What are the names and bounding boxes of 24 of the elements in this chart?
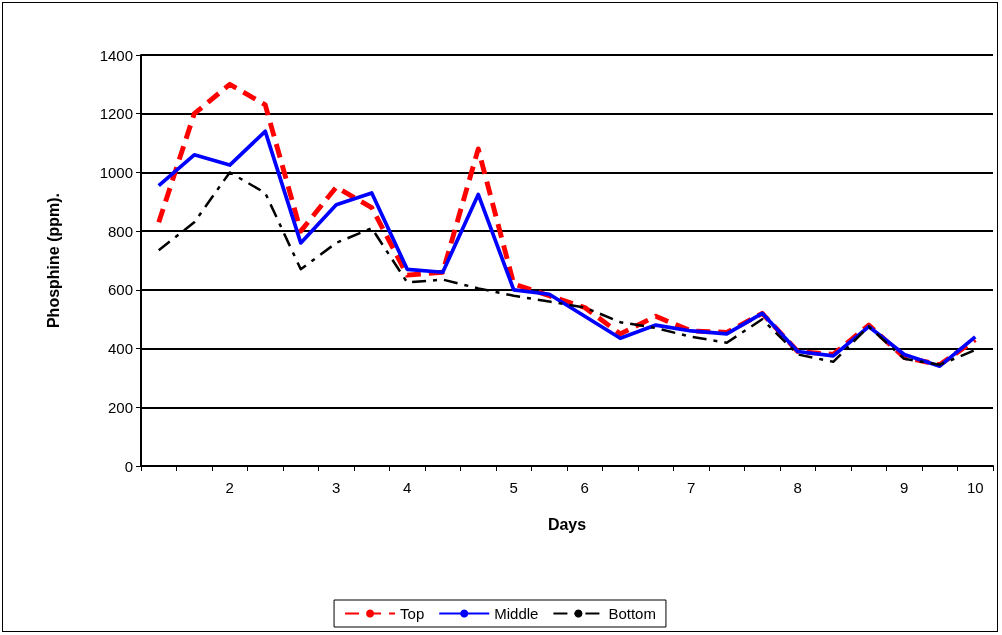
x-tick-label: 3 [332, 479, 341, 496]
y-tick-label: 1400 [99, 46, 133, 64]
legend-label: Bottom [608, 605, 656, 622]
x-tick-label: 5 [509, 479, 518, 496]
line-series [156, 81, 978, 368]
legend-label: Top [400, 605, 425, 622]
x-tick-label: 10 [966, 479, 984, 496]
x-tick-label: 4 [403, 479, 412, 496]
x-axis-title: Days [547, 515, 587, 533]
x-tick-label: 9 [900, 479, 909, 496]
x-tick-label: 8 [793, 479, 802, 496]
y-tick-label: 400 [107, 340, 133, 358]
y-tick-label: 1000 [99, 163, 133, 181]
y-tick-label: 800 [107, 222, 133, 240]
y-tick-label: 600 [107, 281, 133, 299]
legend-label: Middle [494, 605, 539, 622]
x-tick-label: 2 [225, 479, 234, 496]
x-tick-label: 7 [687, 479, 696, 496]
y-tick-label: 1200 [99, 105, 133, 123]
y-axis-title: Phosphine (ppm). [44, 192, 62, 329]
y-tick-label: 200 [107, 398, 133, 416]
line-series [156, 129, 978, 369]
y-tick-label: 0 [124, 457, 133, 475]
x-tick-label: 6 [580, 479, 589, 496]
